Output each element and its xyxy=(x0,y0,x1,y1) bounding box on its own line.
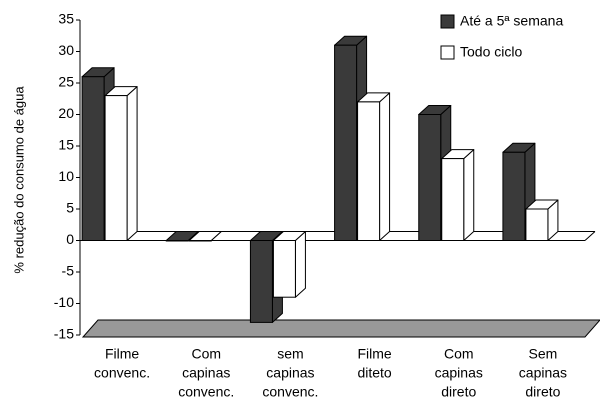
x-tick-label: diteto xyxy=(357,365,391,381)
x-tick-label: capinas xyxy=(266,365,314,381)
floor xyxy=(81,319,600,338)
legend-label: Todo ciclo xyxy=(460,44,522,60)
x-tick-label: direto xyxy=(525,384,560,400)
x-tick-label: capinas xyxy=(182,365,230,381)
y-tick-label: 25 xyxy=(58,74,74,90)
x-tick-label: Sem xyxy=(529,346,558,362)
x-tick-label: capinas xyxy=(519,365,567,381)
bar-side xyxy=(463,149,475,241)
y-tick-label: 35 xyxy=(58,11,74,27)
y-axis-label: % redução do consumo de água xyxy=(11,86,26,274)
bar-side xyxy=(294,231,306,298)
bar xyxy=(418,114,442,241)
bar xyxy=(249,240,273,323)
legend-swatch xyxy=(440,45,455,60)
bar xyxy=(502,151,526,241)
y-tick-label: 0 xyxy=(66,231,74,247)
x-tick-label: Filme xyxy=(105,346,139,362)
x-tick-label: convenc. xyxy=(262,384,318,400)
x-tick-label: direto xyxy=(441,384,476,400)
y-tick-label: 10 xyxy=(58,168,74,184)
bar xyxy=(357,101,381,242)
x-tick-label: Com xyxy=(191,346,221,362)
bar xyxy=(188,240,212,242)
y-tick-label: 15 xyxy=(58,137,74,153)
bar xyxy=(165,240,189,242)
bar-side xyxy=(126,86,138,241)
x-tick-label: Filme xyxy=(357,346,391,362)
x-tick-label: Com xyxy=(444,346,474,362)
bar xyxy=(441,158,465,242)
y-tick-label: 30 xyxy=(58,42,74,58)
y-tick-label: -10 xyxy=(54,294,74,310)
bar xyxy=(104,95,128,241)
x-tick-label: convenc. xyxy=(94,365,150,381)
bar-side xyxy=(379,92,391,241)
bar xyxy=(334,44,358,242)
x-tick-label: capinas xyxy=(435,365,483,381)
legend-label: Até a 5ª semana xyxy=(460,13,563,29)
x-tick-label: sem xyxy=(277,346,303,362)
y-tick-label: -15 xyxy=(54,326,74,342)
y-tick-label: 20 xyxy=(58,105,74,121)
zero-line-edge xyxy=(584,231,596,241)
y-tick-label: -5 xyxy=(62,263,75,279)
y-tick-label: 5 xyxy=(66,200,74,216)
bar xyxy=(525,208,549,241)
bar xyxy=(81,76,105,241)
bar xyxy=(272,240,296,298)
x-tick-label: convenc. xyxy=(178,384,234,400)
legend-swatch xyxy=(440,14,455,29)
